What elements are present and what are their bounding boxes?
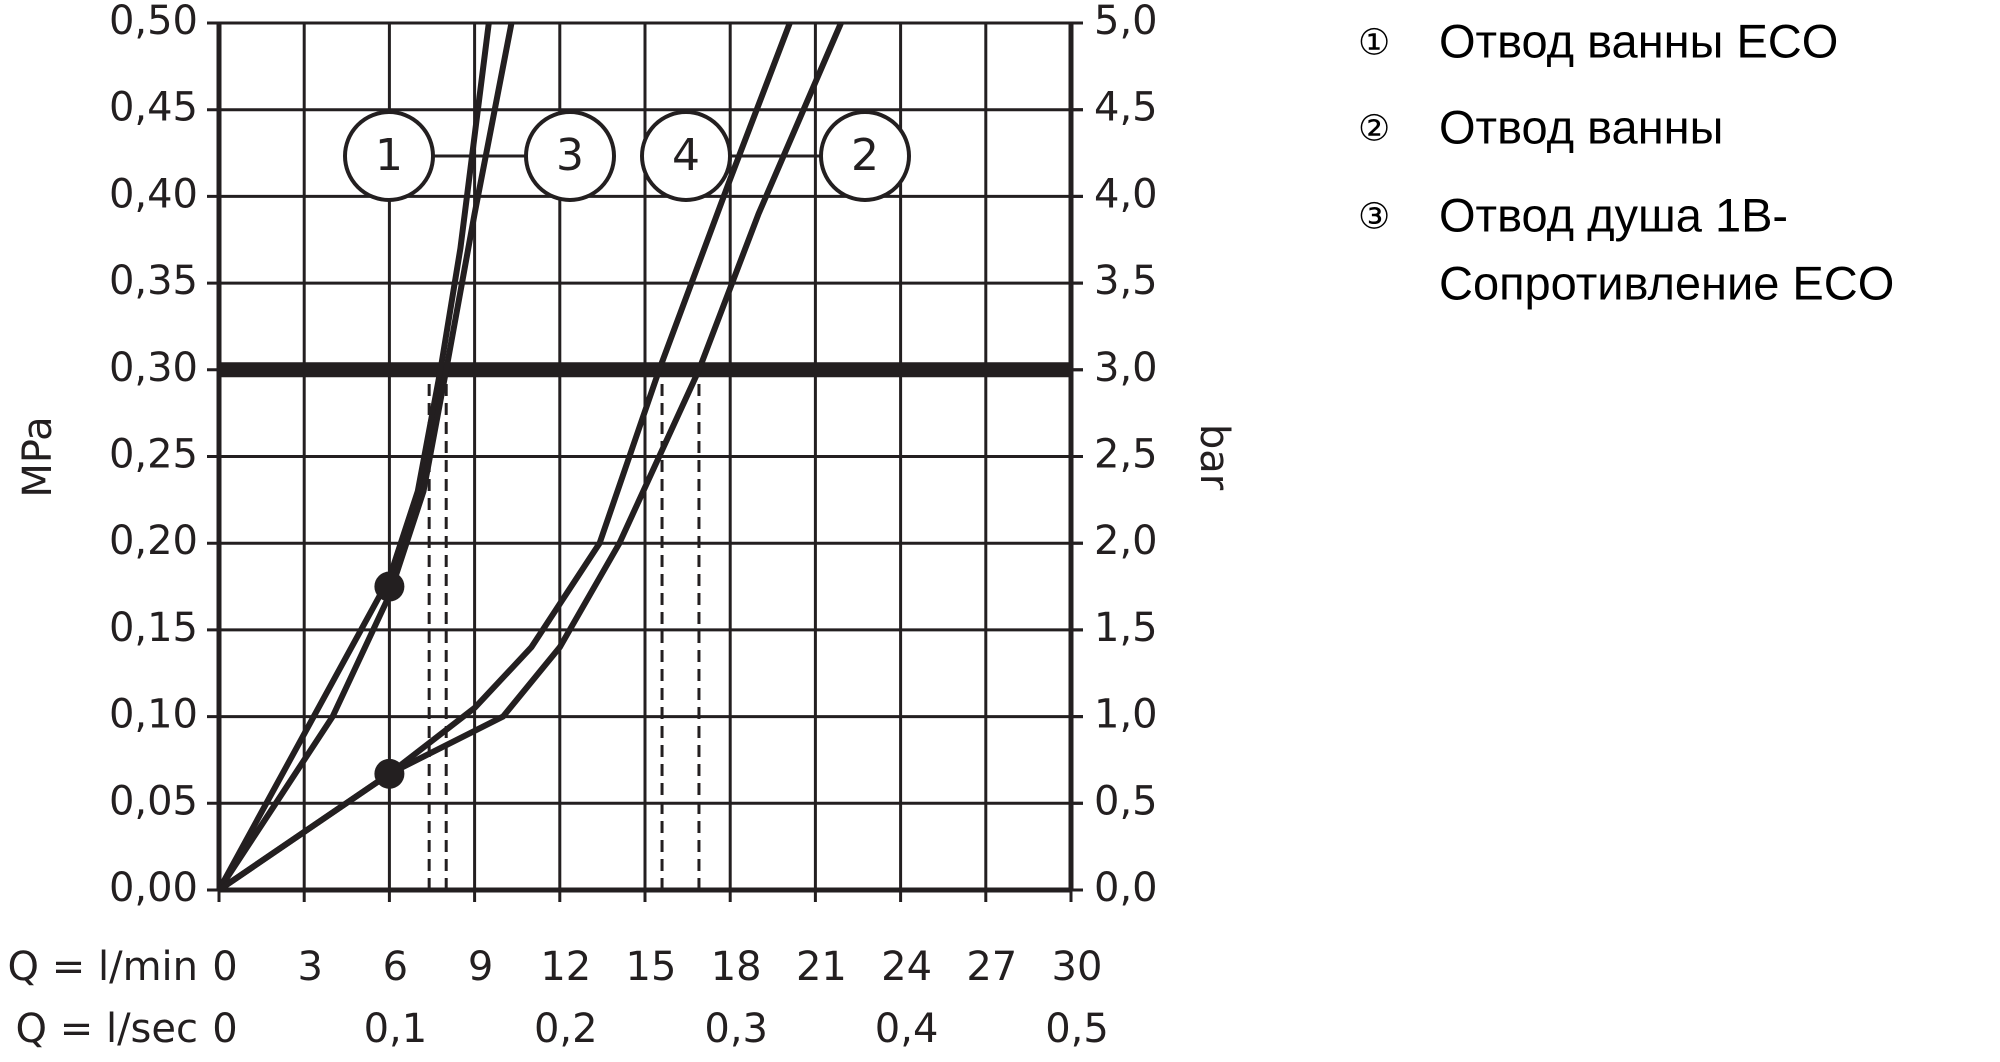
callout-label: 2 [851,130,879,181]
marker [374,758,405,789]
legend-text: Отвод душа 1B- [1439,188,1788,241]
x-axis-label: Q = l/min [8,944,198,990]
callout-circle [343,110,435,202]
series-line [216,22,515,892]
y-tick-label: 0,40 [109,171,198,217]
y-tick-label: 0,10 [109,692,198,738]
y-tick-label: 0,50 [109,0,198,44]
y2-tick-label: 1,5 [1094,605,1158,651]
y-axis-label: MPa [15,416,61,497]
x-tick-label: 12 [540,944,591,990]
y2-tick-label: 3,5 [1094,258,1158,304]
y-tick-label: 0,05 [109,778,198,824]
x2-tick-label: 0,1 [364,1006,428,1052]
x-tick-label: 30 [1052,944,1103,990]
y2-tick-label: 4,0 [1094,171,1158,217]
callout-label: 4 [672,130,700,181]
x2-tick-label: 0,5 [1045,1006,1109,1052]
series-line [216,22,492,892]
y2-tick-label: 2,5 [1094,432,1158,478]
x2-axis-label: Q = l/sec [16,1006,198,1052]
legend-symbol: ② [1358,108,1390,149]
y-tick-label: 0,35 [109,258,198,304]
y2-tick-label: 4,5 [1094,85,1158,131]
legend-text: Сопротивление ECO [1439,256,1894,309]
labels: 0,000,050,100,150,200,250,300,350,400,45… [109,0,1158,1052]
y2-axis-label: bar [1191,424,1237,491]
y-tick-label: 0,15 [109,605,198,651]
y-tick-label: 0,45 [109,85,198,131]
x2-tick-label: 0,3 [704,1006,768,1052]
callout-circle [524,110,616,202]
legend-text: Отвод ванны [1439,100,1723,153]
x2-tick-label: 0,4 [875,1006,939,1052]
x-tick-label: 18 [711,944,762,990]
x-tick-label: 21 [796,944,847,990]
x2-tick-label: 0,2 [534,1006,598,1052]
legend-symbol: ① [1358,22,1390,63]
marker [374,571,405,602]
callout-label: 3 [556,130,584,181]
x-tick-label: 0 [212,944,237,990]
callouts: 1 2 3 4 [343,110,911,202]
callout-circle [819,110,911,202]
y2-tick-label: 3,0 [1094,345,1158,391]
plot [216,21,1071,893]
y2-tick-label: 2,0 [1094,518,1158,564]
y-tick-label: 0,20 [109,518,198,564]
x-tick-label: 3 [297,944,322,990]
y2-tick-label: 1,0 [1094,692,1158,738]
x-tick-label: 6 [383,944,408,990]
legend-symbol: ③ [1358,196,1390,237]
x2-tick-label: 0 [212,1006,237,1052]
y2-tick-label: 5,0 [1094,0,1158,44]
x-tick-label: 15 [626,944,677,990]
y2-tick-label: 0,5 [1094,778,1158,824]
legend-text: Отвод ванны ECO [1439,14,1838,67]
legend: ① Отвод ванны ECO ② Отвод ванны ③ Отвод душа … [1358,14,1894,309]
y-tick-label: 0,25 [109,432,198,478]
y-tick-label: 0,30 [109,345,198,391]
series-line [217,21,844,893]
x-tick-label: 27 [966,944,1017,990]
callout-label: 1 [375,130,403,181]
x-tick-label: 24 [881,944,932,990]
y-tick-label: 0,00 [109,865,198,911]
callout-circle [640,110,732,202]
y2-tick-label: 0,0 [1094,865,1158,911]
x-tick-label: 9 [468,944,493,990]
series-line [217,21,793,893]
